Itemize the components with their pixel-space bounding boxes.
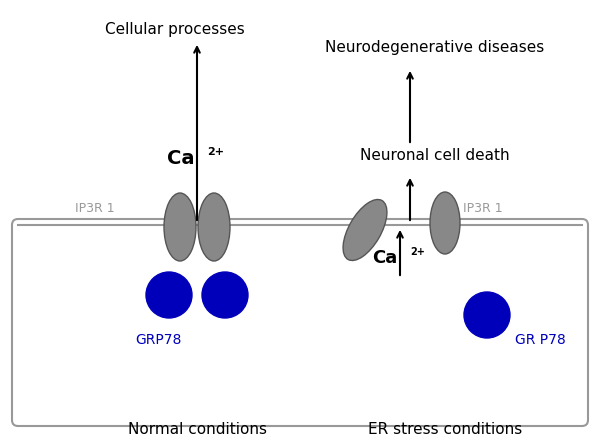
Circle shape: [202, 272, 248, 318]
Ellipse shape: [343, 199, 387, 260]
Ellipse shape: [430, 192, 460, 254]
Text: IP3R 1: IP3R 1: [463, 202, 503, 215]
Text: 2+: 2+: [410, 247, 425, 257]
Text: Neurodegenerative diseases: Neurodegenerative diseases: [325, 40, 545, 55]
Text: GRP78: GRP78: [135, 333, 181, 347]
FancyBboxPatch shape: [12, 219, 588, 426]
Circle shape: [146, 272, 192, 318]
Text: IP3R 1: IP3R 1: [75, 202, 115, 215]
Text: Ca: Ca: [372, 249, 397, 267]
Text: Normal conditions: Normal conditions: [128, 422, 266, 437]
Ellipse shape: [198, 193, 230, 261]
Text: Ca: Ca: [167, 149, 194, 167]
Text: Cellular processes: Cellular processes: [105, 22, 245, 37]
Ellipse shape: [164, 193, 196, 261]
Text: 2+: 2+: [207, 147, 224, 157]
Text: Neuronal cell death: Neuronal cell death: [360, 148, 510, 163]
Circle shape: [464, 292, 510, 338]
Text: GR P78: GR P78: [515, 333, 566, 347]
Text: ER stress conditions: ER stress conditions: [368, 422, 522, 437]
